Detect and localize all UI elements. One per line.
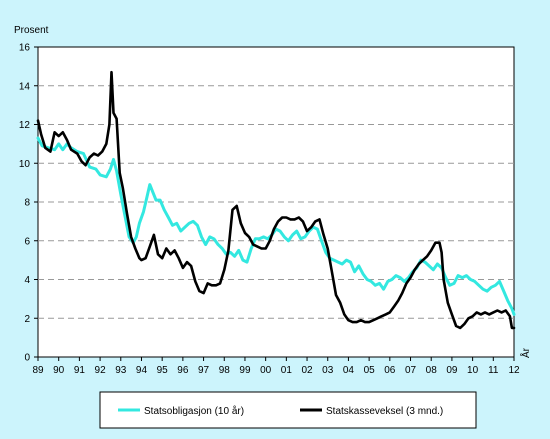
x-tick-label: 02 [301, 365, 313, 376]
x-axis-ticks: 89 90 91 92 93 94 95 96 97 98 99 00 01 02 03 04 05 06 07 08… [32, 357, 520, 376]
x-tick-label: 12 [508, 365, 520, 376]
y-tick-label: 8 [24, 198, 30, 209]
series-lines [36, 70, 516, 330]
x-tick-label: 08 [426, 365, 438, 376]
x-tick-label: 94 [136, 365, 148, 376]
y-tick-label: 6 [24, 236, 30, 247]
x-axis-label: År [519, 347, 532, 358]
y-tick-label: 12 [19, 120, 31, 131]
x-tick-label: 98 [219, 365, 231, 376]
legend-box [99, 391, 477, 429]
x-tick-label: 11 [488, 365, 499, 376]
y-tick-label: 0 [24, 353, 30, 364]
legend-label: Statsobligasjon (10 år) [144, 405, 244, 417]
y-tick-label: 14 [19, 81, 31, 92]
x-tick-label: 93 [115, 365, 127, 376]
y-tick-label: 16 [19, 43, 31, 54]
y-tick-label: 4 [24, 275, 30, 286]
x-tick-label: 09 [446, 365, 458, 376]
x-tick-label: 00 [260, 365, 272, 376]
x-tick-label: 96 [177, 365, 189, 376]
plot-area [37, 46, 515, 358]
x-tick-label: 89 [32, 365, 44, 376]
y-axis-label: Prosent [14, 25, 49, 36]
x-tick-label: 95 [157, 365, 169, 376]
x-tick-label: 97 [198, 365, 210, 376]
x-tick-label: 05 [364, 365, 376, 376]
x-tick-label: 04 [343, 365, 355, 376]
x-tick-label: 03 [322, 365, 334, 376]
series-line [36, 70, 516, 330]
y-tick-label: 2 [24, 314, 30, 325]
series-line [36, 136, 516, 316]
x-tick-label: 91 [74, 365, 86, 376]
x-tick-label: 90 [53, 365, 65, 376]
y-axis-ticks: 0 2 4 6 8 10 12 14 16 [19, 43, 38, 364]
x-tick-label: 07 [405, 365, 417, 376]
x-tick-label: 06 [384, 365, 396, 376]
x-tick-label: 01 [281, 365, 293, 376]
x-tick-label: 99 [239, 365, 251, 376]
x-tick-label: 92 [95, 365, 107, 376]
legend-label: Statskasseveksel (3 mnd.) [326, 406, 443, 417]
x-tick-label: 10 [467, 365, 479, 376]
y-tick-label: 10 [19, 159, 31, 170]
